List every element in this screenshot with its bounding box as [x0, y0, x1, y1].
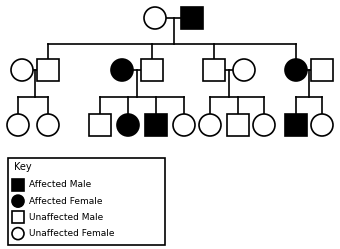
Bar	[227, 114, 249, 136]
Circle shape	[7, 114, 29, 136]
Circle shape	[117, 114, 139, 136]
Text: Affected Male: Affected Male	[29, 180, 91, 189]
Bar	[12, 179, 24, 191]
Circle shape	[111, 59, 133, 81]
Bar	[8, 158, 165, 245]
Text: Key: Key	[14, 162, 32, 172]
Circle shape	[199, 114, 221, 136]
Text: Unaffected Male: Unaffected Male	[29, 213, 103, 222]
Circle shape	[233, 59, 255, 81]
Bar	[181, 7, 203, 29]
Text: Unaffected Female: Unaffected Female	[29, 229, 115, 238]
Circle shape	[12, 228, 24, 240]
Circle shape	[173, 114, 195, 136]
Circle shape	[285, 59, 307, 81]
Circle shape	[11, 59, 33, 81]
Circle shape	[311, 114, 333, 136]
Bar	[203, 59, 225, 81]
Circle shape	[253, 114, 275, 136]
Bar	[37, 59, 59, 81]
Circle shape	[37, 114, 59, 136]
Bar	[12, 211, 24, 223]
Bar	[145, 114, 167, 136]
Bar	[285, 114, 307, 136]
Bar	[311, 59, 333, 81]
Circle shape	[12, 195, 24, 207]
Bar	[89, 114, 111, 136]
Circle shape	[144, 7, 166, 29]
Text: Affected Female: Affected Female	[29, 197, 102, 206]
Bar	[141, 59, 163, 81]
